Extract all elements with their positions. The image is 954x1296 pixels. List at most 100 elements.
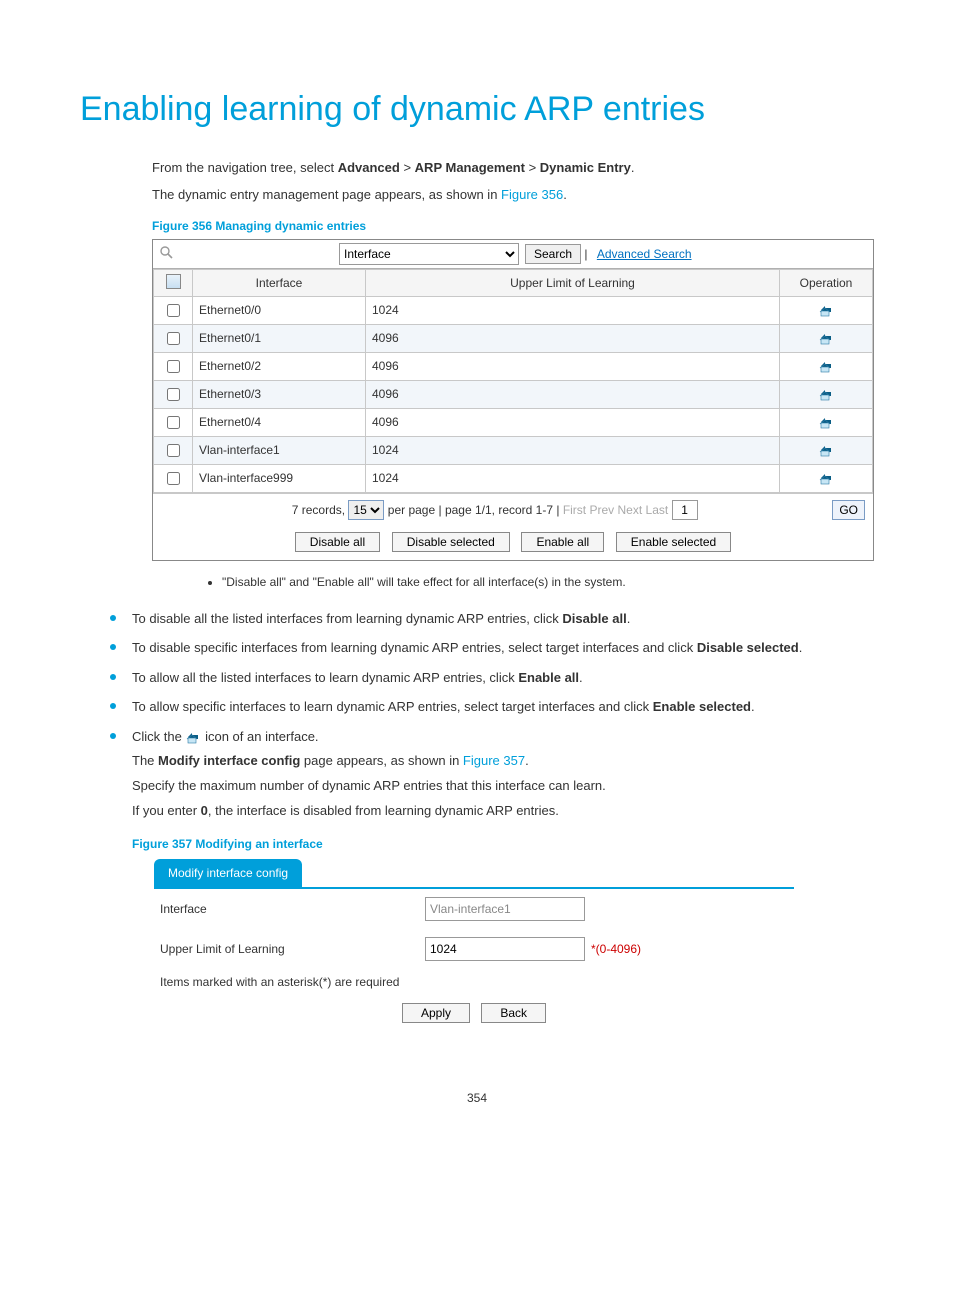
- required-note: Items marked with an asterisk(*) are req…: [154, 969, 794, 995]
- cell-upper-limit: 1024: [366, 464, 780, 492]
- list-item: To disable specific interfaces from lear…: [110, 638, 874, 658]
- text: , the interface is disabled from learnin…: [208, 803, 559, 818]
- table-row: Ethernet0/34096: [154, 380, 873, 408]
- col-upper-limit: Upper Limit of Learning: [366, 269, 780, 296]
- interface-table: Interface Upper Limit of Learning Operat…: [153, 269, 873, 493]
- cell-upper-limit: 4096: [366, 380, 780, 408]
- text: Enable selected: [653, 699, 751, 714]
- text: To allow specific interfaces to learn dy…: [132, 699, 653, 714]
- text: 0: [201, 803, 208, 818]
- breadcrumb-dyn-entry: Dynamic Entry: [540, 160, 631, 175]
- go-button[interactable]: GO: [832, 500, 865, 520]
- label-upper-limit: Upper Limit of Learning: [160, 940, 425, 958]
- cell-interface: Ethernet0/3: [193, 380, 366, 408]
- row-checkbox[interactable]: [167, 472, 180, 485]
- per-page-select[interactable]: 15: [348, 500, 384, 520]
- label-interface: Interface: [160, 900, 425, 918]
- cell-interface: Ethernet0/1: [193, 324, 366, 352]
- enable-selected-button[interactable]: Enable selected: [616, 532, 731, 552]
- enable-all-button[interactable]: Enable all: [521, 532, 604, 552]
- intro-line-1: From the navigation tree, select Advance…: [152, 159, 874, 178]
- range-hint: *(0-4096): [591, 940, 641, 958]
- pager: GO 7 records, 15 per page | page 1/1, re…: [153, 493, 873, 526]
- search-bar: Interface Search | Advanced Search: [153, 240, 873, 269]
- disable-selected-button[interactable]: Disable selected: [392, 532, 510, 552]
- cell-interface: Vlan-interface1: [193, 436, 366, 464]
- tab-modify-interface[interactable]: Modify interface config: [154, 859, 302, 887]
- edit-icon[interactable]: [818, 302, 834, 318]
- text: If you enter: [132, 803, 201, 818]
- figure-356-caption: Figure 356 Managing dynamic entries: [152, 219, 874, 233]
- row-checkbox[interactable]: [167, 360, 180, 373]
- edit-icon[interactable]: [818, 358, 834, 374]
- header-checkbox-cell: [154, 269, 193, 296]
- text: .: [563, 187, 567, 202]
- edit-icon[interactable]: [818, 442, 834, 458]
- edit-icon[interactable]: [818, 470, 834, 486]
- col-operation: Operation: [780, 269, 873, 296]
- edit-icon[interactable]: [818, 414, 834, 430]
- text: page appears, as shown in: [300, 753, 463, 768]
- cell-upper-limit: 4096: [366, 324, 780, 352]
- next-link[interactable]: Next: [618, 503, 643, 517]
- back-button[interactable]: Back: [481, 1003, 546, 1023]
- page-input[interactable]: [672, 500, 698, 520]
- pager-text: per page | page 1/1, record 1-7 |: [388, 503, 560, 517]
- text: >: [400, 160, 415, 175]
- text: The: [132, 753, 158, 768]
- instruction-list: To disable all the listed interfaces fro…: [110, 609, 874, 1031]
- search-field-select[interactable]: Interface: [339, 243, 519, 265]
- form-buttons: Apply Back: [154, 995, 794, 1031]
- subtext: If you enter 0, the interface is disable…: [132, 802, 874, 821]
- interface-field: [425, 897, 585, 921]
- text: icon of an interface.: [201, 729, 318, 744]
- table-row: Ethernet0/24096: [154, 352, 873, 380]
- cell-interface: Vlan-interface999: [193, 464, 366, 492]
- subtext: Specify the maximum number of dynamic AR…: [132, 777, 874, 796]
- table-row: Ethernet0/44096: [154, 408, 873, 436]
- row-checkbox[interactable]: [167, 416, 180, 429]
- search-button[interactable]: Search: [525, 244, 581, 264]
- text: Disable all: [562, 611, 626, 626]
- first-link[interactable]: First: [563, 503, 586, 517]
- table-row: Vlan-interface9991024: [154, 464, 873, 492]
- breadcrumb-arp-mgmt: ARP Management: [415, 160, 525, 175]
- row-checkbox[interactable]: [167, 388, 180, 401]
- advanced-search-link[interactable]: Advanced Search: [597, 247, 692, 261]
- page-number: 354: [80, 1091, 874, 1105]
- breadcrumb-advanced: Advanced: [338, 160, 400, 175]
- table-row: Ethernet0/14096: [154, 324, 873, 352]
- disable-all-button[interactable]: Disable all: [295, 532, 380, 552]
- figure-357: Modify interface config Interface Upper …: [154, 859, 794, 1031]
- row-checkbox[interactable]: [167, 332, 180, 345]
- text: .: [751, 699, 755, 714]
- text: .: [579, 670, 583, 685]
- apply-button[interactable]: Apply: [402, 1003, 470, 1023]
- note-item: "Disable all" and "Enable all" will take…: [222, 575, 874, 589]
- row-checkbox[interactable]: [167, 304, 180, 317]
- cell-upper-limit: 4096: [366, 352, 780, 380]
- edit-icon[interactable]: [818, 330, 834, 346]
- text: To disable all the listed interfaces fro…: [132, 611, 562, 626]
- list-item: To allow all the listed interfaces to le…: [110, 668, 874, 688]
- edit-icon[interactable]: [818, 386, 834, 402]
- text: .: [525, 753, 529, 768]
- intro-line-2: The dynamic entry management page appear…: [152, 186, 874, 205]
- upper-limit-field[interactable]: [425, 937, 585, 961]
- row-checkbox[interactable]: [167, 444, 180, 457]
- action-button-row: Disable all Disable selected Enable all …: [153, 526, 873, 560]
- table-row: Ethernet0/01024: [154, 296, 873, 324]
- figure-356-link[interactable]: Figure 356: [501, 187, 563, 202]
- table-row: Vlan-interface11024: [154, 436, 873, 464]
- cell-upper-limit: 4096: [366, 408, 780, 436]
- figure-357-link[interactable]: Figure 357: [463, 753, 525, 768]
- select-all-checkbox[interactable]: [166, 274, 181, 289]
- prev-link[interactable]: Prev: [589, 503, 614, 517]
- text: .: [799, 640, 803, 655]
- last-link[interactable]: Last: [646, 503, 669, 517]
- cell-interface: Ethernet0/4: [193, 408, 366, 436]
- tab-bar: Modify interface config: [154, 859, 794, 889]
- text: From the navigation tree, select: [152, 160, 338, 175]
- records-label: 7 records,: [292, 503, 345, 517]
- search-icon: [153, 245, 339, 262]
